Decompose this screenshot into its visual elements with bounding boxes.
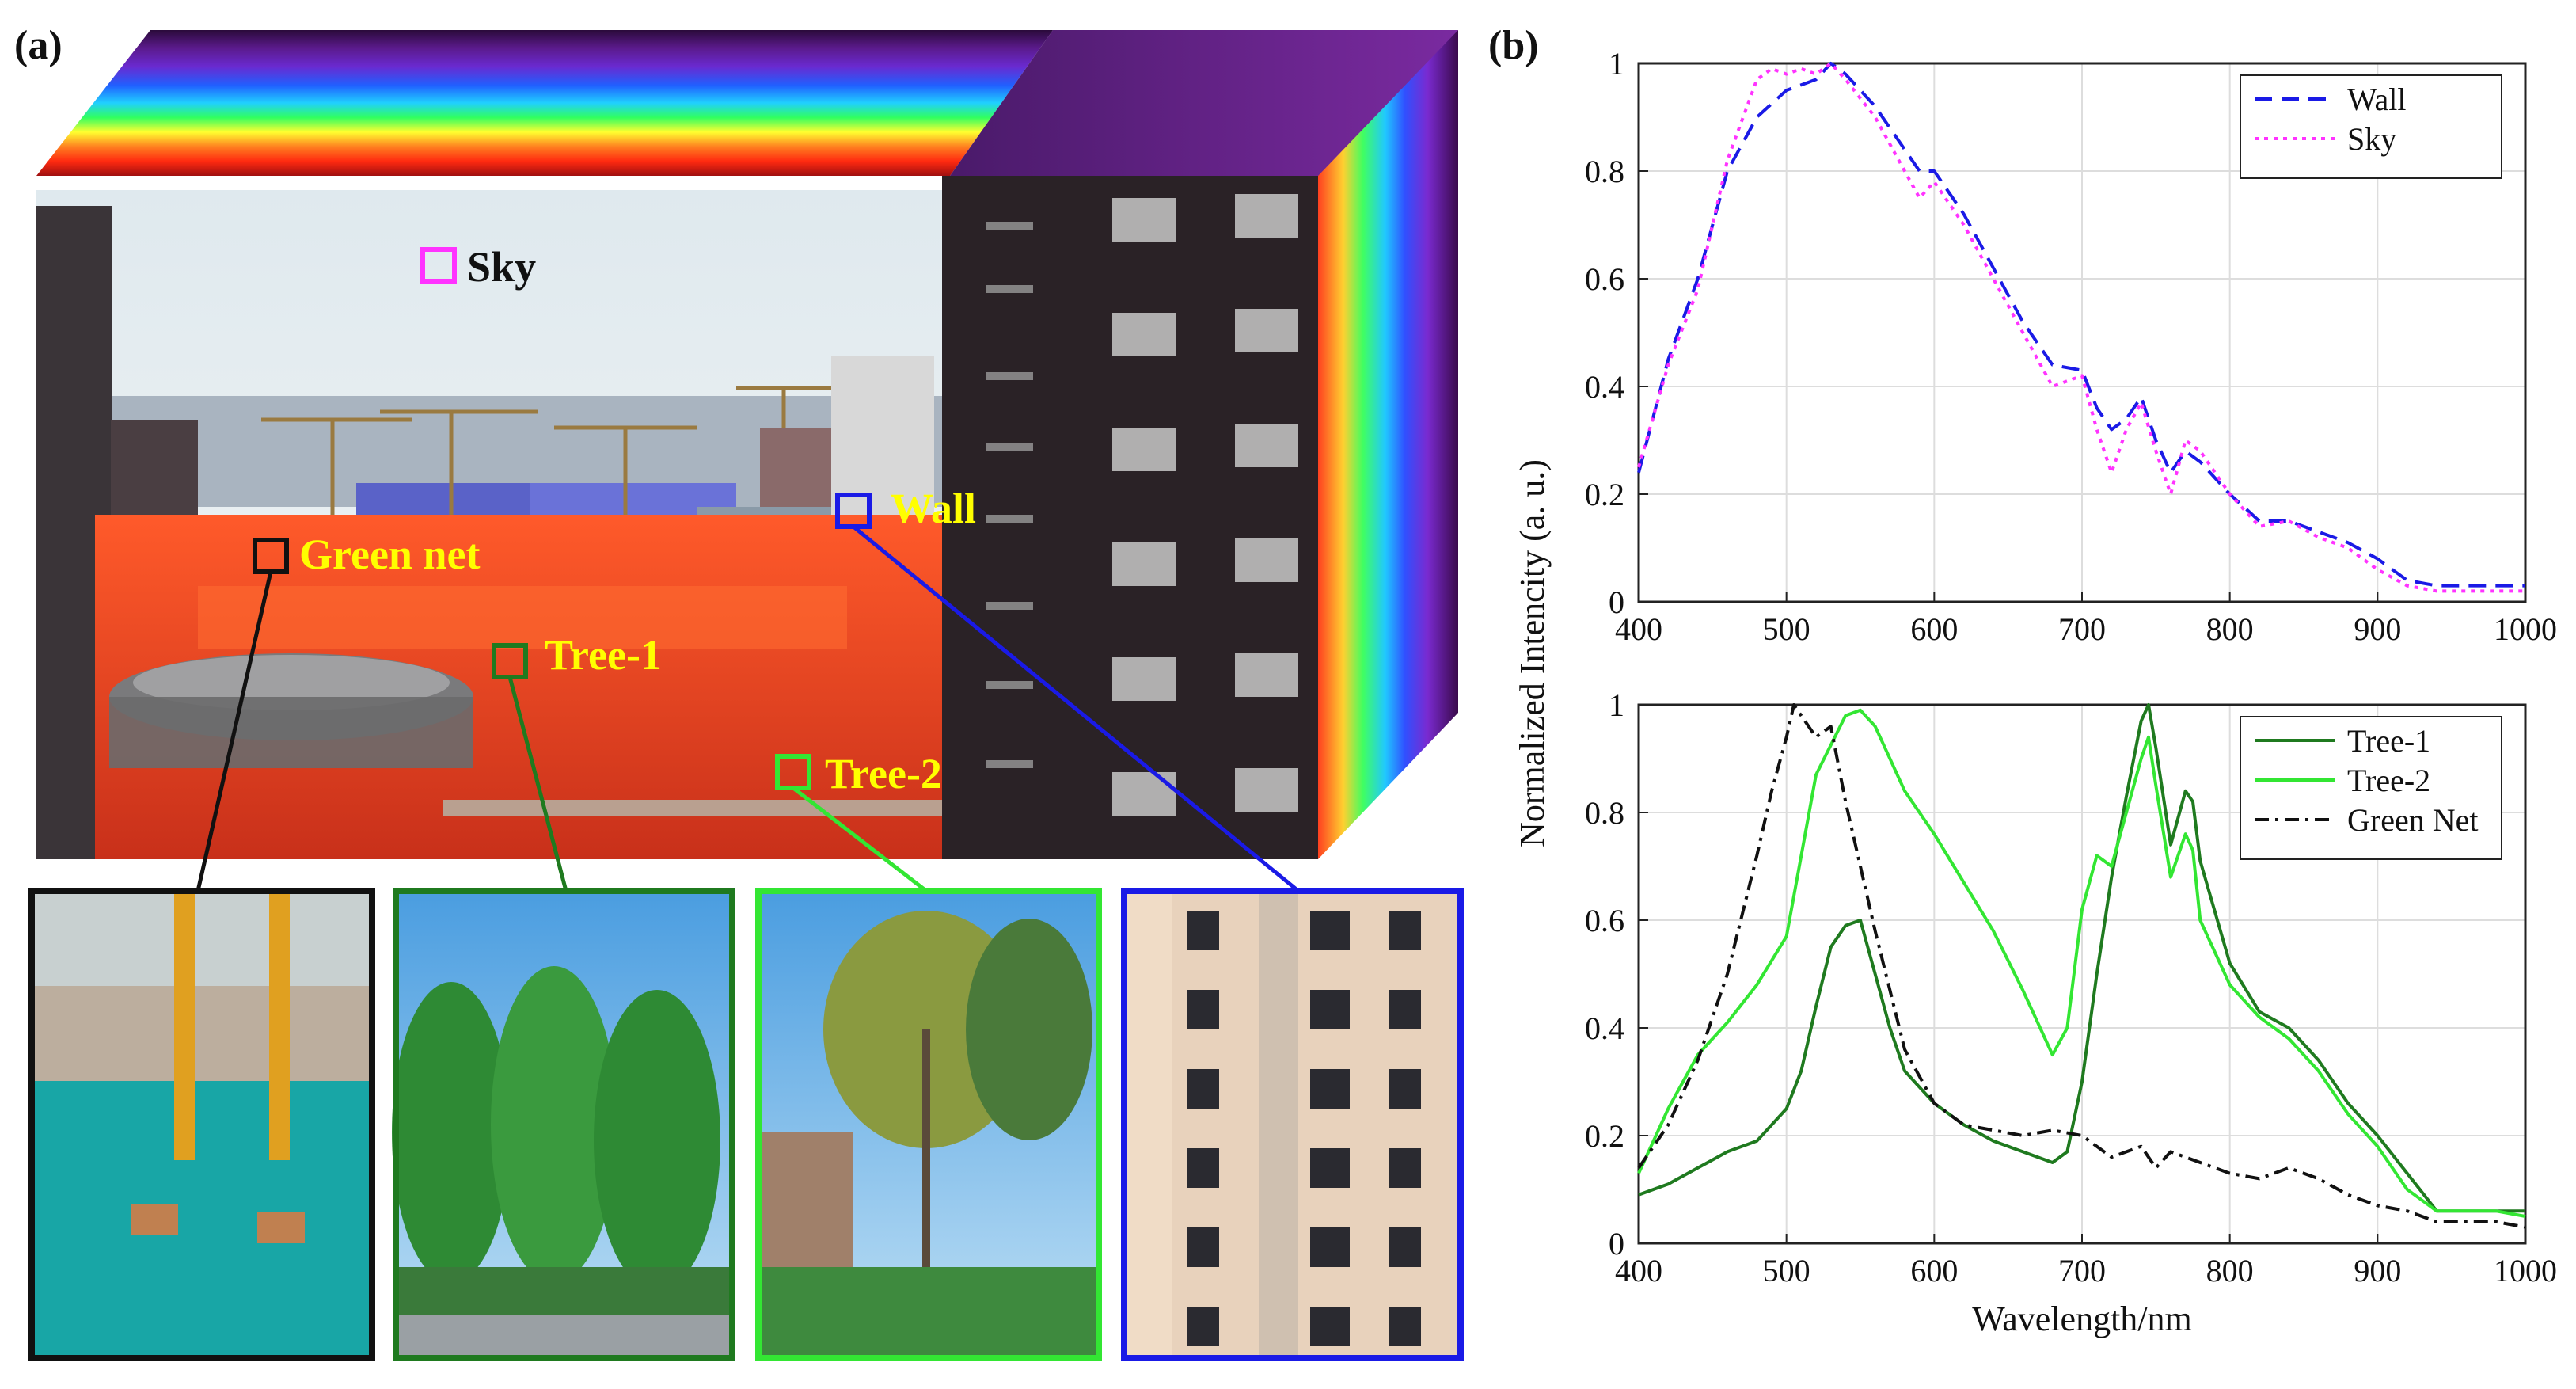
x-tick-label: 700: [2058, 1253, 2106, 1288]
tree1-photo: [392, 888, 735, 1361]
x-tick-label: 1000: [2494, 1253, 2557, 1288]
sky-label: Sky: [467, 243, 536, 291]
sky-roi-box: [420, 247, 457, 284]
x-tick-label: 900: [2354, 611, 2401, 647]
y-axis-label: Normalized Intencity (a. u.): [1513, 459, 1552, 847]
spectra-chart-svg: 400 500 600 700 800 900 1000 0 0.2 0.4 0.6 0.8 1 Wall…: [1513, 46, 2557, 1338]
panel-a-label: (a): [14, 23, 63, 68]
series-line-wall: [1637, 62, 2525, 588]
y-tick-label: 0.8: [1585, 154, 1624, 189]
y-tick-label: 0.6: [1585, 261, 1624, 297]
y-tick-label: 1: [1609, 687, 1624, 723]
y-tick-label: 0.2: [1585, 1118, 1624, 1154]
y-tick-label: 0.6: [1585, 903, 1624, 938]
legend-label: Wall: [2347, 82, 2407, 117]
y-tick-label: 0.4: [1585, 1010, 1624, 1046]
x-tick-label: 400: [1615, 1253, 1662, 1288]
y-tick-label: 0.2: [1585, 477, 1624, 512]
series-line-sky: [1637, 62, 2525, 593]
plot-frame-1: [1637, 62, 2527, 603]
wall-photo: [1121, 888, 1464, 1361]
panel-b-charts: (b) 400 500 600 700 800 900 1000 0 0.2 0.4 0.6 0.8 1…: [1488, 0, 2576, 1385]
x-tick-label: 500: [1763, 1253, 1810, 1288]
x-tick-label: 400: [1615, 611, 1662, 647]
x-tick-label: 700: [2058, 611, 2106, 647]
plot-frame-2: [1637, 703, 2527, 1245]
x-axis-label: Wavelength/nm: [1972, 1300, 2192, 1338]
series-line-green-net: [1637, 703, 2526, 1229]
y-tick-label: 0: [1609, 584, 1624, 620]
panel-b-label: (b): [1488, 23, 1539, 68]
legend-label: Tree-1: [2347, 723, 2430, 759]
green-net-label: Green net: [299, 531, 480, 578]
x-tick-label: 1000: [2494, 611, 2557, 647]
x-tick-label: 800: [2206, 1253, 2254, 1288]
y-tick-label: 0.8: [1585, 795, 1624, 831]
y-tick-label: 1: [1609, 46, 1624, 82]
green-net-photo: [28, 888, 375, 1361]
legend-label: Sky: [2347, 121, 2396, 157]
x-tick-label: 800: [2206, 611, 2254, 647]
wall-label: Wall: [891, 485, 976, 532]
x-tick-label: 600: [1910, 1253, 1958, 1288]
x-tick-label: 500: [1763, 611, 1810, 647]
legend-box-1: [2240, 74, 2502, 179]
series-line-tree-1: [1638, 703, 2525, 1213]
tree2-photo: [755, 888, 1102, 1361]
y-tick-label: 0.4: [1585, 369, 1624, 405]
panel-a-figure: (a): [14, 23, 1464, 1361]
tree2-label: Tree-2: [825, 750, 942, 797]
legend-label: Green Net: [2347, 802, 2478, 838]
y-tick-label: 0: [1609, 1226, 1624, 1262]
hyperspectral-cube-illustration: Sky Wall Green net Tree-1 Tree-2: [28, 30, 1464, 1361]
x-tick-label: 600: [1910, 611, 1958, 647]
x-tick-label: 900: [2354, 1253, 2401, 1288]
legend-label: Tree-2: [2347, 763, 2430, 798]
tree1-label: Tree-1: [545, 631, 662, 679]
series-line-tree-2: [1637, 708, 2526, 1218]
